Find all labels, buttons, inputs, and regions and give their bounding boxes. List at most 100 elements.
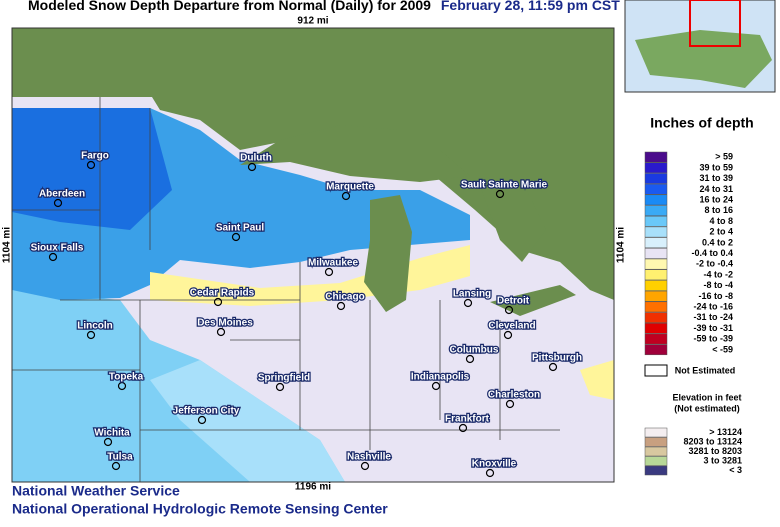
city-label: Detroit bbox=[497, 296, 530, 307]
elevation-label: 3 to 3281 bbox=[703, 455, 742, 465]
elevation-swatch bbox=[644, 427, 668, 438]
legend-label: 2 to 4 bbox=[709, 227, 733, 237]
city-marker bbox=[48, 252, 58, 262]
lake-huron bbox=[480, 180, 546, 262]
legend-swatch bbox=[644, 312, 668, 323]
city-marker bbox=[505, 399, 515, 409]
city-marker bbox=[485, 468, 495, 478]
legend-label: 8 to 16 bbox=[704, 205, 733, 215]
title: Modeled Snow Depth Departure from Normal… bbox=[28, 0, 620, 13]
legend-swatch bbox=[644, 215, 668, 227]
city-marker bbox=[231, 232, 241, 242]
city-label: Aberdeen bbox=[39, 189, 85, 200]
legend-swatch bbox=[644, 173, 668, 184]
legend-label: -16 to -8 bbox=[698, 291, 733, 301]
elevation-swatch bbox=[644, 456, 668, 466]
legend-swatch bbox=[644, 205, 668, 216]
city-label: Lincoln bbox=[77, 321, 113, 332]
elevation-subtitle: (Not estimated) bbox=[674, 403, 740, 413]
elevation-label: 8203 to 13124 bbox=[683, 436, 742, 446]
not-estimated-swatch bbox=[644, 364, 668, 377]
city-label: Springfield bbox=[258, 373, 310, 384]
legend-swatch bbox=[644, 333, 668, 345]
snow-deep bbox=[12, 108, 172, 230]
legend-label: -0.4 to 0.4 bbox=[691, 248, 733, 258]
legend-label: 39 to 59 bbox=[699, 162, 733, 172]
city-label: Columbus bbox=[450, 345, 499, 356]
city-marker bbox=[548, 362, 558, 372]
inset-land bbox=[635, 30, 772, 88]
legend-swatch bbox=[644, 301, 668, 313]
legend-swatch bbox=[644, 344, 668, 356]
city-marker bbox=[324, 267, 334, 277]
inset-map bbox=[624, 0, 776, 93]
elevation-label: > 13124 bbox=[709, 427, 742, 437]
legend-label: -31 to -24 bbox=[693, 312, 733, 322]
bottom-distance: 1196 mi bbox=[295, 482, 331, 493]
elevation-label: 3281 to 8203 bbox=[688, 446, 742, 456]
legend-swatch bbox=[644, 322, 668, 334]
city-marker bbox=[53, 198, 63, 208]
state-borders bbox=[12, 97, 560, 482]
legend-label: -8 to -4 bbox=[703, 280, 733, 290]
city-marker bbox=[495, 189, 505, 199]
city-label: Charleston bbox=[488, 390, 540, 401]
legend-label: > 59 bbox=[715, 152, 733, 162]
city-marker bbox=[503, 330, 513, 340]
legend-swatch bbox=[644, 162, 668, 174]
canada bbox=[12, 28, 614, 300]
legend-swatch bbox=[644, 237, 668, 249]
lake-superior bbox=[240, 125, 470, 182]
city-label: Sault Sainte Marie bbox=[461, 180, 548, 191]
city-marker bbox=[86, 160, 96, 170]
map bbox=[11, 27, 615, 483]
city-marker bbox=[504, 305, 514, 315]
city-marker bbox=[341, 191, 351, 201]
elevation-swatch bbox=[644, 446, 668, 457]
legend-swatch bbox=[644, 151, 668, 163]
legend-label: 16 to 24 bbox=[699, 195, 733, 205]
city-label: Saint Paul bbox=[216, 223, 265, 234]
legend-label: -59 to -39 bbox=[693, 334, 733, 344]
legend-label: 24 to 31 bbox=[699, 184, 733, 194]
city-marker bbox=[336, 301, 346, 311]
city-label: Fargo bbox=[81, 151, 109, 162]
city-label: Cleveland bbox=[488, 321, 535, 332]
map-frame bbox=[11, 27, 615, 483]
city-label: Knoxville bbox=[472, 459, 517, 470]
legend-swatch bbox=[644, 258, 668, 270]
footer-line1: National Weather Service bbox=[12, 483, 180, 499]
elevation-swatch bbox=[644, 437, 668, 447]
legend-label: 0.4 to 2 bbox=[702, 237, 733, 247]
city-label: Chicago bbox=[325, 292, 364, 303]
city-label: Lansing bbox=[453, 289, 491, 300]
city-label: Tulsa bbox=[107, 452, 133, 463]
left-distance: 1104 mi bbox=[2, 227, 13, 263]
legend-label: < -59 bbox=[712, 344, 733, 354]
legend-swatch bbox=[644, 269, 668, 281]
legend-label: -2 to -0.4 bbox=[696, 259, 733, 269]
city-label: Duluth bbox=[240, 153, 272, 164]
legend-swatch bbox=[644, 226, 668, 238]
legend-title: Inches of depth bbox=[650, 115, 753, 131]
city-label: Jefferson City bbox=[173, 406, 240, 417]
legend-swatch bbox=[644, 280, 668, 291]
legend-label: -4 to -2 bbox=[703, 269, 733, 279]
elevation-title: Elevation in feet bbox=[672, 392, 741, 402]
city-marker bbox=[360, 461, 370, 471]
city-marker bbox=[213, 297, 223, 307]
legend-swatch bbox=[644, 290, 668, 302]
footer-line2: National Operational Hydrologic Remote S… bbox=[12, 501, 388, 517]
not-estimated-label: Not Estimated bbox=[675, 365, 736, 375]
city-label: Frankfort bbox=[445, 414, 490, 425]
top-distance: 912 mi bbox=[297, 16, 328, 27]
lake-michigan bbox=[364, 195, 412, 312]
city-label: Wichita bbox=[94, 428, 130, 439]
city-marker bbox=[216, 327, 226, 337]
legend-label: 31 to 39 bbox=[699, 173, 733, 183]
city-label: Milwaukee bbox=[308, 258, 358, 269]
city-label: Cedar Rapids bbox=[190, 288, 255, 299]
elevation-label: < 3 bbox=[729, 465, 742, 475]
